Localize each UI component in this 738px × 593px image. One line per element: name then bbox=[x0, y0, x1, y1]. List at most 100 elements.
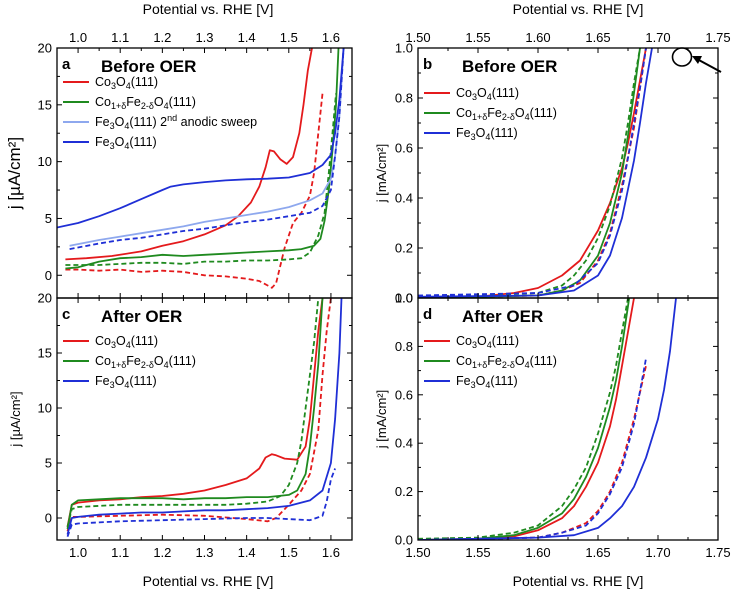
y-axis-label: j [µA/cm²] bbox=[5, 137, 24, 210]
series-line-1 bbox=[66, 298, 332, 532]
series-line-4 bbox=[69, 48, 345, 247]
series-line-0 bbox=[65, 48, 313, 261]
y-tick-label: 0.2 bbox=[395, 484, 413, 499]
y-tick-label: 15 bbox=[38, 346, 52, 361]
y-tick-label: 0.0 bbox=[395, 291, 413, 306]
x-tick-label: 1.6 bbox=[322, 545, 340, 560]
y-tick-label: 0.2 bbox=[395, 241, 413, 256]
x-tick-label: 1.1 bbox=[111, 545, 129, 560]
legend-label: Co1+δFe2-δO4(111) bbox=[456, 354, 557, 370]
x-tick-label: 1.4 bbox=[238, 545, 256, 560]
series-line-0 bbox=[66, 298, 324, 527]
y-tick-label: 1.0 bbox=[395, 41, 413, 56]
x-tick-label: 1.2 bbox=[153, 545, 171, 560]
top-axis-title-left: Potential vs. RHE [V] bbox=[143, 1, 274, 17]
y-tick-label: 20 bbox=[38, 41, 52, 56]
series-line-1 bbox=[65, 93, 324, 289]
series-line-2 bbox=[65, 48, 340, 270]
y-tick-label: 5 bbox=[45, 211, 52, 226]
series-line-6 bbox=[69, 48, 345, 250]
series-line-5 bbox=[418, 48, 647, 297]
panel-title: After OER bbox=[462, 307, 543, 326]
legend-label: Fe3O4(111) bbox=[95, 374, 157, 390]
y-tick-label: 0.6 bbox=[395, 141, 413, 156]
arrow-shaft bbox=[696, 58, 722, 73]
legend-label: Fe3O4(111) bbox=[456, 126, 518, 142]
x-tick-label: 1.2 bbox=[153, 30, 171, 45]
bottom-axis-title-right: Potential vs. RHE [V] bbox=[513, 573, 644, 589]
series-group bbox=[66, 298, 343, 538]
series-line-3 bbox=[418, 298, 629, 540]
legend-label: Co3O4(111) bbox=[95, 334, 158, 350]
y-tick-label: 0.8 bbox=[395, 91, 413, 106]
legend-label: Co1+δFe2-δO4(111) bbox=[95, 354, 196, 370]
panel-letter: a bbox=[62, 56, 71, 73]
y-tick-label: 0.8 bbox=[395, 339, 413, 354]
series-line-4 bbox=[418, 48, 653, 298]
y-tick-label: 10 bbox=[38, 154, 52, 169]
series-line-3 bbox=[66, 298, 320, 528]
x-tick-label: 1.1 bbox=[111, 30, 129, 45]
series-line-0 bbox=[418, 48, 647, 298]
series-line-3 bbox=[418, 48, 641, 298]
x-tick-label: 1.0 bbox=[69, 545, 87, 560]
y-tick-label: 20 bbox=[38, 291, 52, 306]
x-tick-label: 1.50 bbox=[405, 545, 430, 560]
legend-label: Co3O4(111) bbox=[95, 75, 158, 91]
panel-title: After OER bbox=[101, 307, 182, 326]
legend-label: Fe3O4(111) bbox=[95, 135, 157, 151]
y-tick-label: 5 bbox=[45, 456, 52, 471]
series-line-0 bbox=[418, 298, 635, 540]
y-tick-label: 0.0 bbox=[395, 533, 413, 548]
series-line-5 bbox=[66, 468, 336, 538]
legend-label: Co1+δFe2-δO4(111) bbox=[95, 95, 196, 111]
legend-label: Fe3O4(111) bbox=[456, 374, 518, 390]
panel-letter: c bbox=[62, 306, 70, 323]
x-tick-label: 1.55 bbox=[465, 30, 490, 45]
y-tick-label: 1.0 bbox=[395, 291, 413, 306]
x-tick-label: 1.5 bbox=[280, 30, 298, 45]
panel-letter: b bbox=[423, 56, 432, 73]
series-line-4 bbox=[66, 298, 343, 535]
series-line-2 bbox=[418, 298, 631, 540]
x-tick-label: 1.75 bbox=[705, 30, 730, 45]
series-line-4 bbox=[418, 298, 677, 540]
x-tick-label: 1.3 bbox=[195, 545, 213, 560]
x-tick-label: 1.4 bbox=[238, 30, 256, 45]
legend-label: Fe3O4(111) 2nd anodic sweep bbox=[95, 113, 257, 131]
panel-letter: d bbox=[423, 306, 432, 323]
x-tick-label: 1.6 bbox=[322, 30, 340, 45]
x-tick-label: 1.70 bbox=[645, 545, 670, 560]
series-line-5 bbox=[418, 358, 647, 540]
x-tick-label: 1.70 bbox=[645, 30, 670, 45]
panel-a: 1.0 1.1 1.2 1.3 1.4 1.5 1.6 0 5 10 15 20 j [µA/cm²] a… bbox=[5, 30, 353, 299]
bottom-axis-title-left: Potential vs. RHE [V] bbox=[143, 573, 274, 589]
y-tick-label: 10 bbox=[38, 401, 52, 416]
x-tick-label: 1.50 bbox=[405, 30, 430, 45]
x-tick-label: 1.60 bbox=[525, 545, 550, 560]
x-tick-label: 1.3 bbox=[195, 30, 213, 45]
series-line-3 bbox=[65, 93, 337, 266]
series-group bbox=[418, 298, 677, 540]
arrow-head bbox=[692, 56, 702, 64]
panel-c: 1.0 1.1 1.2 1.3 1.4 1.5 1.6 0 5 10 15 20 j [µA/cm²] c… bbox=[8, 291, 353, 560]
panel-d: 1.50 1.55 1.60 1.65 1.70 1.75 0.0 0.2 0.4 0.6 0.8 1… bbox=[374, 291, 731, 561]
series-line-2 bbox=[66, 298, 324, 530]
series-line-1 bbox=[418, 365, 647, 540]
y-tick-label: 0.4 bbox=[395, 436, 413, 451]
x-tick-label: 1.0 bbox=[69, 30, 87, 45]
series-line-5 bbox=[57, 48, 345, 229]
x-tick-label: 1.60 bbox=[525, 30, 550, 45]
panel-b: 1.50 1.55 1.60 1.65 1.70 1.75 0.0 0.2 0.4 0.6 0.8 1… bbox=[374, 30, 731, 306]
annotation-marker bbox=[671, 47, 722, 73]
top-axis-title-right: Potential vs. RHE [V] bbox=[513, 1, 644, 17]
y-tick-label: 15 bbox=[38, 97, 52, 112]
x-tick-label: 1.5 bbox=[280, 545, 298, 560]
y-tick-label: 0 bbox=[45, 268, 52, 283]
legend-label: Co1+δFe2-δO4(111) bbox=[456, 106, 557, 122]
y-axis-label: j [mA/cm²] bbox=[374, 144, 389, 204]
highlight-circle bbox=[671, 47, 693, 67]
series-group bbox=[418, 48, 653, 298]
x-tick-label: 1.55 bbox=[465, 545, 490, 560]
